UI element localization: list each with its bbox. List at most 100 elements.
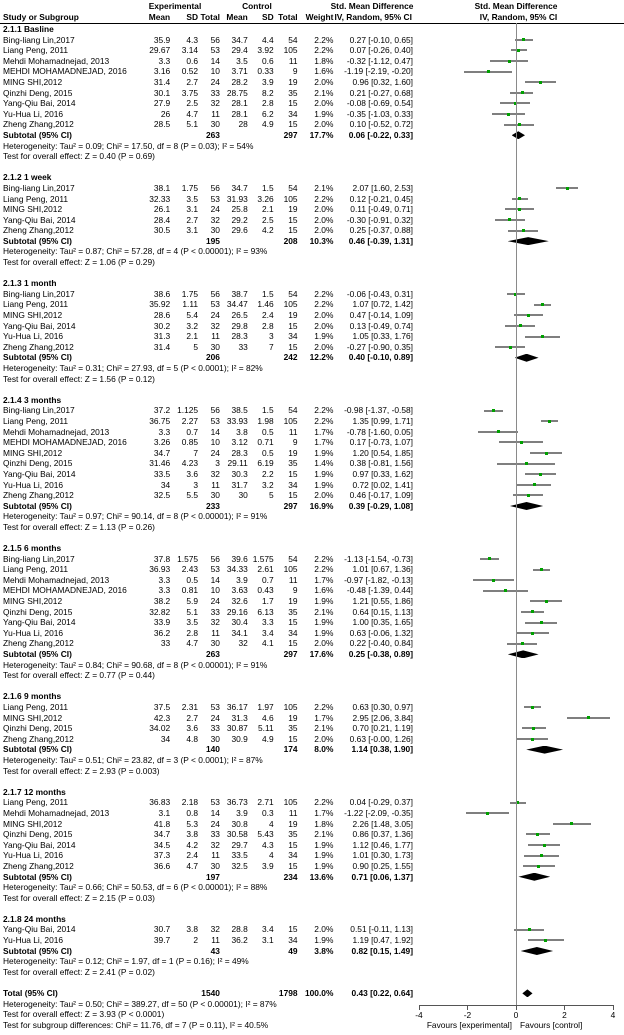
ctl-sd: 2.4	[262, 310, 274, 321]
spacer-row	[0, 384, 624, 395]
exp-mean-header: Mean	[148, 12, 171, 22]
ctl-sd: 3.1	[262, 935, 274, 946]
study-row: Mehdi Mohamadnejad, 2013 3.3 0.7 14 3.8 0.5 11…	[0, 427, 624, 438]
ctl-mean: 3.12	[231, 437, 248, 448]
ctl-total: 54	[288, 182, 298, 193]
exp-total: 11	[211, 627, 220, 638]
ctl-mean: 32.6	[231, 596, 248, 607]
subgroup-title: 2.1.2 1 week	[3, 172, 52, 183]
ctl-sd: 4	[269, 850, 274, 861]
ctl-sd: 0.71	[257, 437, 274, 448]
study-name: Bing-liang Lin,2017	[3, 288, 75, 299]
exp-mean: 26	[160, 108, 171, 119]
ctl-sd: 4.3	[262, 839, 274, 850]
smd-ci-text: 0.06 [-0.22, 0.33]	[348, 129, 413, 140]
smd-ci-text: -0.27 [-0.90, 0.35]	[346, 341, 413, 352]
point-estimate-marker	[507, 112, 510, 116]
exp-mean: 42.3	[153, 712, 171, 723]
ctl-sd: 4.9	[262, 733, 274, 744]
weight: 1.6%	[314, 585, 334, 596]
pooled-diamond	[511, 131, 525, 140]
ctl-total: 34	[288, 627, 298, 638]
axis-tick-label: 4	[610, 1010, 616, 1020]
exp-mean: 41.8	[153, 818, 171, 829]
ctl-total: 11	[288, 807, 298, 818]
ci-plot	[413, 427, 624, 438]
ctl-sd	[248, 649, 274, 660]
heterogeneity-note: Heterogeneity: Tau² = 0.31; Chi² = 27.93…	[3, 363, 263, 373]
study-name: Zheng Zhang,2012	[3, 860, 74, 871]
study-name: MING SHI,2012	[3, 310, 63, 321]
weight: 13.6%	[309, 871, 334, 882]
ci-plot	[413, 819, 624, 830]
exp-total: 24	[210, 596, 220, 607]
ctl-sd: 3.9	[262, 76, 274, 87]
subgroup-title: 2.1.5 6 months	[3, 543, 62, 554]
ctl-sd: 0.5	[262, 426, 274, 437]
ctl-sd: 1.98	[257, 415, 274, 426]
overall-effect-note: Test for overall effect: Z = 0.40 (P = 0…	[3, 151, 155, 162]
weight: 2.1%	[314, 829, 334, 840]
smd-ci-text: 0.70 [0.21, 1.19]	[352, 723, 413, 734]
smd-ci-text: 0.43 [0.22, 0.64]	[351, 988, 413, 999]
point-estimate-marker	[513, 101, 517, 105]
weight: 2.1%	[314, 606, 334, 617]
weight: 2.0%	[314, 214, 334, 225]
ctl-total: 174	[283, 744, 298, 755]
ctl-mean: 29.6	[231, 225, 248, 236]
weight: 2.0%	[314, 733, 334, 744]
ctl-total: 105	[283, 702, 298, 712]
pooled-label: Subtotal (95% CI)	[3, 352, 72, 363]
point-estimate-marker	[539, 854, 543, 858]
smd-ci-text: 1.07 [0.72, 1.42]	[352, 299, 413, 310]
study-row: MING SHI,2012 26.1 3.1 24 25.8 2.1 19 2.0% 0.11 …	[0, 204, 624, 215]
exp-mean: 32.5	[153, 490, 171, 501]
experimental-group-header: Experimental	[148, 1, 202, 11]
ci-plot	[413, 405, 624, 416]
column-header-row: Study or Subgroup Mean SD Total Mean SD …	[0, 12, 624, 24]
smd-ci-text: 1.14 [0.38, 1.90]	[351, 744, 413, 755]
ctl-sd: 4.1	[262, 638, 274, 649]
ctl-total: 15	[288, 225, 298, 236]
point-estimate-marker	[526, 313, 530, 317]
smd-ci-text: 2.26 [1.48, 3.05]	[352, 818, 413, 829]
weight: 2.0%	[314, 341, 334, 352]
smd-ci-text: 0.25 [-0.38, 0.89]	[348, 649, 413, 660]
exp-sd: 5.9	[186, 596, 199, 607]
ctl-sd	[248, 946, 274, 957]
exp-total: 32	[210, 98, 220, 109]
exp-total: 3	[215, 458, 220, 469]
weight: 1.9%	[314, 839, 334, 850]
study-row: Yang-Qiu Bai, 2014 30.7 3.8 32 28.8 3.4 15 2.0%…	[0, 924, 624, 935]
ctl-mean: 32.5	[231, 860, 248, 871]
ci-plot	[413, 988, 624, 999]
axis-tick	[418, 1005, 420, 1010]
heterogeneity-note: Heterogeneity: Tau² = 0.51; Chi² = 23.82…	[3, 754, 263, 765]
study-name: Liang Peng, 2011	[3, 797, 69, 808]
study-row: Yu-Hua Li, 2016 37.3 2.4 11 33.5 4 34 1.9% 1.01 …	[0, 850, 624, 861]
study-name: Liang Peng, 2011	[3, 193, 69, 204]
study-row: Bing-liang Lin,2017 37.8 1.575 56 39.6 1.575 5…	[0, 554, 624, 565]
exp-total: 24	[210, 447, 220, 458]
ci-plot	[413, 585, 624, 596]
study-name: MING SHI,2012	[3, 712, 63, 723]
smd-ci-text: 0.97 [0.33, 1.62]	[352, 468, 413, 479]
exp-mean: 36.93	[149, 564, 171, 575]
ctl-mean: 28	[238, 119, 248, 130]
exp-total: 33	[210, 606, 220, 617]
exp-sd: 3.1	[186, 225, 199, 236]
point-estimate-marker	[531, 610, 535, 614]
study-name: Qinzhi Deng, 2015	[3, 723, 73, 734]
exp-total: 53	[210, 797, 220, 808]
weight: 10.3%	[309, 235, 334, 246]
ctl-total: 15	[288, 468, 298, 479]
ci-text-header: IV, Random, 95% CI	[334, 12, 412, 22]
smd-ci-text: 0.11 [-0.49, 0.71]	[350, 204, 413, 215]
ctl-total: 15	[288, 490, 298, 501]
ctl-total: 297	[283, 649, 298, 660]
ci-plot	[413, 480, 624, 491]
ci-plot	[413, 458, 624, 469]
exp-sd: 5.3	[186, 818, 199, 829]
exp-mean: 3.16	[153, 66, 171, 77]
favours-control-label: Favours [control]	[520, 1020, 583, 1030]
